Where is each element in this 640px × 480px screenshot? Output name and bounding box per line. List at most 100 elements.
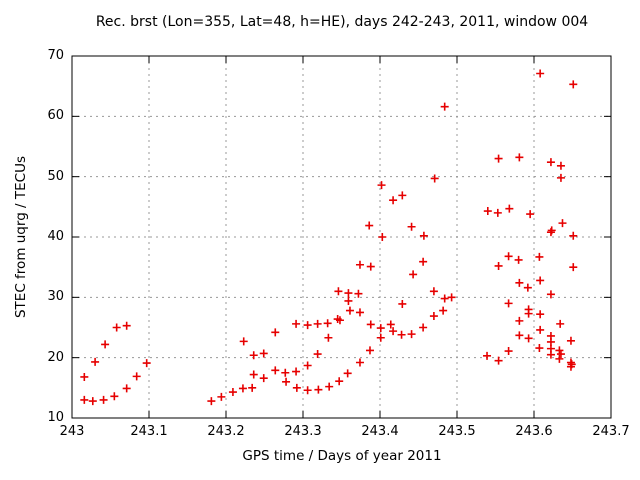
plot-title: Rec. brst (Lon=355, Lat=48, h=HE), days … <box>95 14 589 30</box>
data-point <box>535 344 544 353</box>
data-point <box>419 231 428 240</box>
data-point <box>110 392 119 401</box>
x-tick-label: 243.2 <box>207 424 245 439</box>
data-point <box>429 287 438 296</box>
data-point <box>483 207 492 216</box>
data-point <box>515 316 524 325</box>
x-tick-label: 243.5 <box>438 424 476 439</box>
data-point <box>88 397 97 406</box>
data-point <box>282 377 291 386</box>
data-point <box>566 362 575 371</box>
data-point <box>386 320 395 329</box>
data-point <box>228 388 237 397</box>
data-point <box>566 336 575 345</box>
data-point <box>303 321 312 330</box>
y-tick-label: 10 <box>47 410 64 425</box>
data-point <box>238 384 247 393</box>
data-point <box>334 287 343 296</box>
data-point <box>325 382 334 391</box>
data-point <box>504 252 513 261</box>
data-point <box>354 289 363 298</box>
data-point <box>303 386 312 395</box>
y-tick-label: 40 <box>47 229 64 244</box>
data-point <box>407 222 416 231</box>
data-point <box>292 383 301 392</box>
x-axis-label: GPS time / Days of year 2011 <box>242 448 442 464</box>
data-point <box>389 327 398 336</box>
data-point <box>366 262 375 271</box>
data-point <box>292 319 301 328</box>
data-point <box>569 231 578 240</box>
y-tick-label: 60 <box>47 108 64 124</box>
data-point <box>536 310 545 319</box>
data-point <box>558 219 567 228</box>
data-point <box>483 351 492 360</box>
data-point <box>556 319 565 328</box>
data-point <box>99 395 108 404</box>
data-point <box>505 204 514 213</box>
data-point <box>523 283 532 292</box>
x-tick-label: 243.3 <box>284 424 322 439</box>
data-point <box>429 312 438 321</box>
data-point <box>271 366 280 375</box>
data-point <box>335 316 344 325</box>
data-point <box>249 370 258 379</box>
data-point <box>132 372 141 381</box>
data-point <box>376 333 385 342</box>
data-point <box>249 351 258 360</box>
data-point <box>207 397 216 406</box>
plot-border <box>71 55 612 419</box>
data-point <box>397 330 406 339</box>
x-tick-label: 243.1 <box>130 424 168 439</box>
data-point <box>376 324 385 333</box>
data-point <box>365 221 374 230</box>
data-point <box>355 358 364 367</box>
data-point <box>292 367 301 376</box>
data-point <box>524 309 533 318</box>
data-point <box>556 161 565 170</box>
data-point <box>440 294 449 303</box>
data-point <box>366 320 375 329</box>
data-point <box>569 263 578 272</box>
data-point <box>504 299 513 308</box>
data-point <box>430 174 439 183</box>
data-point <box>122 384 131 393</box>
data-point <box>556 173 565 182</box>
data-point <box>546 158 555 167</box>
data-point <box>271 328 280 337</box>
data-point <box>345 306 354 315</box>
data-point <box>217 392 226 401</box>
y-tick-label: 50 <box>47 168 64 184</box>
data-point <box>344 289 353 298</box>
data-point <box>569 80 578 89</box>
y-tick-label: 20 <box>47 349 64 365</box>
data-point <box>515 153 524 162</box>
data-point <box>514 255 523 264</box>
data-point <box>409 270 418 279</box>
data-point <box>335 377 344 386</box>
data-point <box>112 323 121 332</box>
data-point <box>80 372 89 381</box>
data-point <box>494 154 503 163</box>
data-point <box>248 383 257 392</box>
data-point <box>122 321 131 330</box>
data-point <box>515 278 524 287</box>
data-point <box>407 330 416 339</box>
data-point <box>239 337 248 346</box>
y-tick-label: 30 <box>47 289 64 305</box>
data-point <box>555 354 564 363</box>
data-point <box>259 349 268 358</box>
x-tick-label: 243 <box>59 424 85 439</box>
data-point <box>313 319 322 328</box>
data-point <box>419 323 428 332</box>
data-point <box>419 257 428 266</box>
data-point <box>504 347 513 356</box>
x-tick-label: 243.4 <box>361 424 399 439</box>
y-axis-label: STEC from uqrg / TECUs <box>13 155 29 319</box>
data-point <box>378 233 387 241</box>
data-point <box>355 308 364 317</box>
data-point <box>515 331 524 340</box>
data-point <box>526 210 535 219</box>
